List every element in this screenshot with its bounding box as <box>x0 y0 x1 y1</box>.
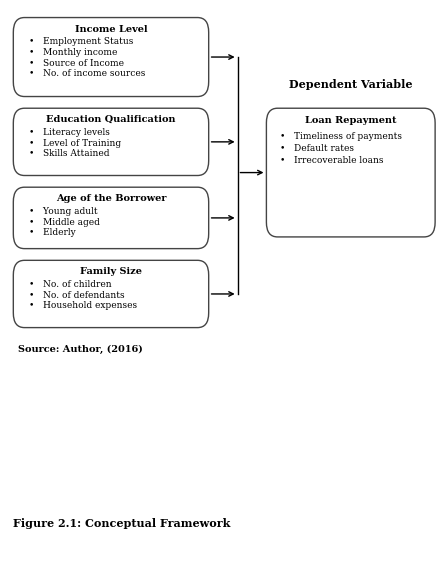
Text: •   Monthly income: • Monthly income <box>29 48 117 57</box>
Text: •   Household expenses: • Household expenses <box>29 301 137 310</box>
FancyBboxPatch shape <box>13 187 209 249</box>
Text: •   No. of defendants: • No. of defendants <box>29 291 124 300</box>
Text: Age of the Borrower: Age of the Borrower <box>56 194 166 203</box>
Text: •   No. of income sources: • No. of income sources <box>29 69 145 78</box>
Text: •   Literacy levels: • Literacy levels <box>29 128 110 137</box>
Text: •   Timeliness of payments: • Timeliness of payments <box>280 132 402 141</box>
FancyBboxPatch shape <box>13 18 209 97</box>
Text: Education Qualification: Education Qualification <box>46 115 176 124</box>
Text: Income Level: Income Level <box>75 25 147 33</box>
Text: •   Employment Status: • Employment Status <box>29 37 133 46</box>
Text: •   Source of Income: • Source of Income <box>29 58 124 67</box>
FancyBboxPatch shape <box>266 108 435 237</box>
Text: Source: Author, (2016): Source: Author, (2016) <box>18 345 143 355</box>
Text: •   No. of children: • No. of children <box>29 280 111 289</box>
Text: Dependent Variable: Dependent Variable <box>289 78 412 90</box>
Text: •   Irrecoverable loans: • Irrecoverable loans <box>280 156 383 164</box>
Text: •   Elderly: • Elderly <box>29 228 75 237</box>
Text: •   Young adult: • Young adult <box>29 207 98 216</box>
Text: Loan Repayment: Loan Repayment <box>305 116 396 125</box>
Text: •   Middle aged: • Middle aged <box>29 218 100 226</box>
Text: •   Skills Attained: • Skills Attained <box>29 149 109 158</box>
Text: Family Size: Family Size <box>80 267 142 276</box>
FancyBboxPatch shape <box>13 108 209 176</box>
Text: •   Default rates: • Default rates <box>280 144 354 153</box>
Text: Figure 2.1: Conceptual Framework: Figure 2.1: Conceptual Framework <box>13 518 231 529</box>
Text: •   Level of Training: • Level of Training <box>29 139 121 147</box>
FancyBboxPatch shape <box>13 260 209 328</box>
